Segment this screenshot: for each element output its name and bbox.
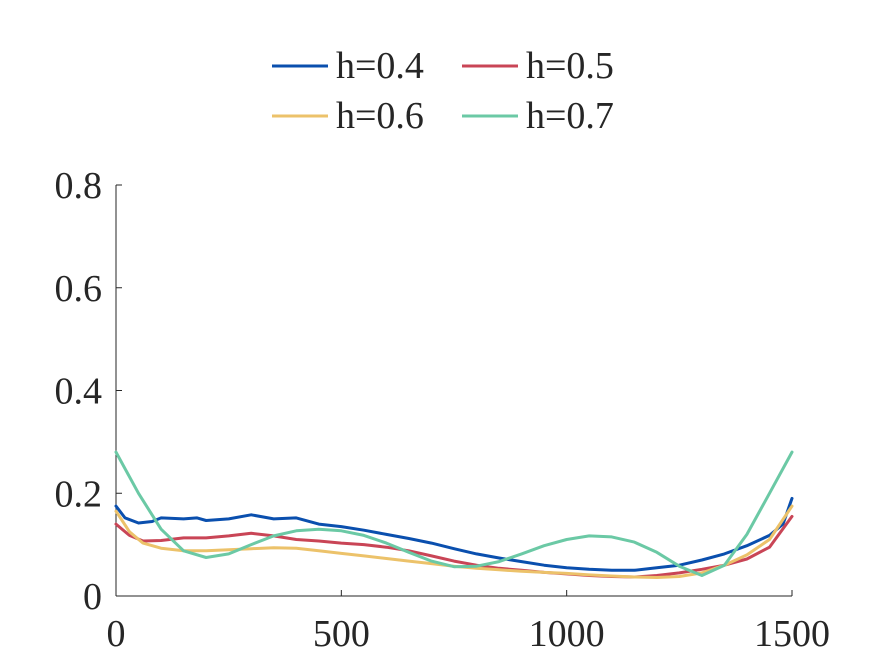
x-ticks: 0 500 1000 1500 [107,590,830,655]
y-ticks: 0 0.2 0.4 0.6 0.8 [55,165,122,618]
legend-label: h=0.4 [336,45,424,87]
plot-area: 0 0.2 0.4 0.6 0.8 0 500 1000 1500 [55,165,831,655]
series-line-h=0.7 [114,450,794,577]
series-line-h=0.4 [114,496,794,572]
x-tick-label: 1500 [754,613,830,655]
x-tick-label: 0 [107,613,126,655]
series-line-h=0.5 [114,514,794,579]
legend-label: h=0.6 [336,95,424,137]
series-group [114,450,794,579]
y-tick-label: 0.2 [55,473,103,515]
y-tick-label: 0.4 [55,371,103,413]
legend-label: h=0.5 [526,45,614,87]
legend-label: h=0.7 [526,95,614,137]
y-tick-label: 0.6 [55,268,103,310]
x-tick-label: 1000 [529,613,605,655]
y-tick-label: 0.8 [55,165,103,207]
y-tick-label: 0 [83,576,102,618]
legend: h=0.4 h=0.5 h=0.6 h=0.7 [272,45,614,137]
x-tick-label: 500 [313,613,370,655]
